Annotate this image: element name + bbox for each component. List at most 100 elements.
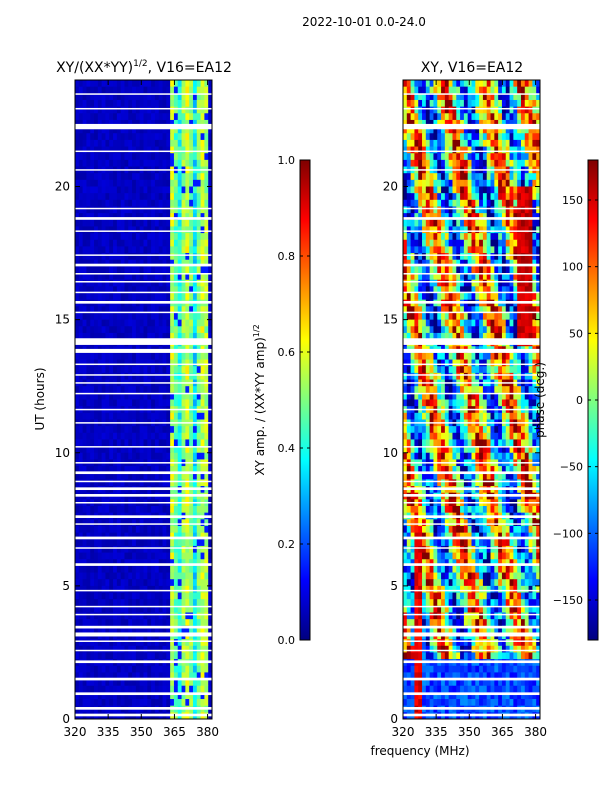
right-heatmap-cell <box>460 180 464 187</box>
right-heatmap-cell <box>487 280 491 287</box>
left-heatmap-cell <box>136 413 140 420</box>
left-heatmap-cell <box>128 293 132 300</box>
left-heatmap-cell <box>170 180 174 187</box>
right-heatmap-cell <box>422 226 426 233</box>
left-heatmap-cell <box>174 193 178 200</box>
left-heatmap-cell <box>140 246 144 253</box>
left-heatmap-cell <box>163 686 167 693</box>
left-heatmap-cell <box>113 646 117 653</box>
right-heatmap-cell <box>513 187 517 194</box>
left-heatmap-cell <box>136 639 140 646</box>
right-heatmap-cell <box>449 293 453 300</box>
left-heatmap-cell <box>113 226 117 233</box>
left-heatmap-cell <box>94 147 98 154</box>
left-heatmap-cell <box>201 173 205 180</box>
left-heatmap-cell <box>174 240 178 247</box>
left-heatmap-cell <box>189 413 193 420</box>
left-heatmap-cell <box>159 353 163 360</box>
left-heatmap-cell <box>121 553 125 560</box>
left-heatmap-cell <box>140 326 144 333</box>
left-heatmap-cell <box>132 153 136 160</box>
left-heatmap-cell <box>117 586 121 593</box>
left-heatmap-cell <box>185 373 189 380</box>
right-heatmap-cell <box>456 233 460 240</box>
left-heatmap-cell <box>159 599 163 606</box>
left-heatmap-cell <box>155 366 159 373</box>
left-heatmap-cell <box>155 240 159 247</box>
left-heatmap-cell <box>163 639 167 646</box>
left-heatmap-cell <box>147 400 151 407</box>
right-heatmap-cell <box>510 293 514 300</box>
right-heatmap-cell <box>437 226 441 233</box>
data-gap <box>75 230 212 232</box>
left-heatmap-cell <box>201 619 205 626</box>
right-heatmap-cell <box>525 313 529 320</box>
left-heatmap-cell <box>182 433 186 440</box>
right-heatmap-cell <box>468 153 472 160</box>
left-heatmap-cell <box>121 320 125 327</box>
right-heatmap-cell <box>460 280 464 287</box>
left-heatmap-cell <box>79 140 83 147</box>
left-heatmap-cell <box>86 253 90 260</box>
left-heatmap-cell <box>117 173 121 180</box>
left-heatmap-cell <box>79 366 83 373</box>
right-heatmap-cell <box>498 320 502 327</box>
left-heatmap-cell <box>128 593 132 600</box>
left-heatmap-cell <box>113 240 117 247</box>
left-heatmap-cell <box>121 413 125 420</box>
right-heatmap-cell <box>430 226 434 233</box>
left-heatmap-cell <box>75 160 79 167</box>
left-heatmap-cell <box>144 579 148 586</box>
right-heatmap-cell <box>513 220 517 227</box>
left-heatmap-cell <box>109 433 113 440</box>
right-heatmap-cell <box>452 160 456 167</box>
left-heatmap-cell <box>86 652 90 659</box>
left-heatmap-cell <box>204 107 208 114</box>
right-heatmap-cell <box>437 233 441 240</box>
right-heatmap-cell <box>483 293 487 300</box>
left-heatmap-cell <box>128 373 132 380</box>
left-heatmap-cell <box>204 666 208 673</box>
right-heatmap-cell <box>494 233 498 240</box>
left-heatmap-cell <box>132 193 136 200</box>
left-heatmap-cell <box>197 107 201 114</box>
left-heatmap-cell <box>79 133 83 140</box>
left-heatmap-cell <box>155 153 159 160</box>
left-heatmap-cell <box>121 699 125 706</box>
left-heatmap-cell <box>147 373 151 380</box>
right-heatmap-cell <box>513 326 517 333</box>
right-heatmap-cell <box>441 206 445 213</box>
left-heatmap-cell <box>79 87 83 94</box>
right-heatmap-cell <box>426 147 430 154</box>
left-heatmap-cell <box>86 107 90 114</box>
right-heatmap-cell <box>529 107 533 114</box>
left-heatmap-cell <box>94 646 98 653</box>
left-heatmap-cell <box>151 140 155 147</box>
left-heatmap-cell <box>144 80 148 87</box>
right-heatmap-cell <box>422 313 426 320</box>
left-heatmap-cell <box>109 187 113 194</box>
left-heatmap-cell <box>121 200 125 207</box>
left-heatmap-cell <box>178 100 182 107</box>
colorbar-tick-label: 0.2 <box>278 538 296 551</box>
left-heatmap-cell <box>86 87 90 94</box>
right-heatmap-cell <box>506 153 510 160</box>
left-heatmap-cell <box>147 107 151 114</box>
left-heatmap-cell <box>90 206 94 213</box>
left-heatmap-cell <box>102 539 106 546</box>
right-heatmap-cell <box>517 87 521 94</box>
left-heatmap-cell <box>166 206 170 213</box>
left-heatmap-cell <box>102 113 106 120</box>
left-heatmap-cell <box>144 646 148 653</box>
left-heatmap-cell <box>147 699 151 706</box>
left-heatmap-cell <box>121 173 125 180</box>
left-heatmap-cell <box>105 646 109 653</box>
right-heatmap-cell <box>498 87 502 94</box>
left-heatmap-cell <box>102 386 106 393</box>
right-heatmap-cell <box>498 313 502 320</box>
right-heatmap-cell <box>411 180 415 187</box>
right-heatmap-cell <box>498 280 502 287</box>
left-heatmap-cell <box>189 506 193 513</box>
left-heatmap-cell <box>121 566 125 573</box>
left-heatmap-cell <box>132 386 136 393</box>
